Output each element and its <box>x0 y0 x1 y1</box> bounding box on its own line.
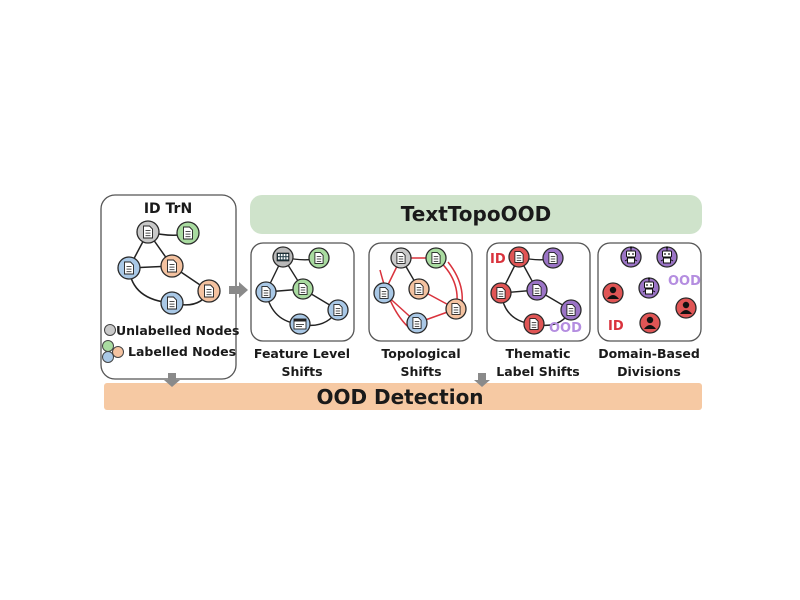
labels-layer: ID TrN Unlabelled Nodes Labelled Nodes Feat… <box>116 201 700 379</box>
id-node-3-doc-icon <box>124 261 134 275</box>
feature-node-2-doc-icon <box>314 252 324 264</box>
topo-node-5 <box>445 298 467 320</box>
topo-node-3-doc-icon <box>379 287 389 299</box>
domain-panel-label-line2: Divisions <box>617 364 681 379</box>
id-node-5 <box>197 279 221 303</box>
id-node-3 <box>117 256 141 280</box>
thematic-shift-graph: ID OOD <box>490 246 582 336</box>
feature-node-3 <box>255 281 277 303</box>
domain-ood-mark: OOD <box>668 274 701 289</box>
domain-node-robot-3 <box>638 277 660 299</box>
id-node-2 <box>176 221 200 245</box>
arrow-to-feature-panel <box>229 282 248 298</box>
id-node-2-doc-icon <box>183 226 193 240</box>
thematic-node-6-doc-icon <box>529 318 539 330</box>
legend-dot-blue <box>102 351 114 363</box>
thematic-node-5-doc-icon <box>566 304 576 316</box>
topo-node-1-doc-icon <box>396 252 406 264</box>
topo-node-6 <box>406 312 428 334</box>
feature-panel-label-line1: Feature Level <box>254 346 350 361</box>
topo-node-3 <box>373 282 395 304</box>
ood-detection-bar <box>104 383 702 410</box>
domain-node-person-3-person-icon <box>644 316 656 329</box>
domain-node-robot-2 <box>656 246 678 268</box>
legend-dot-orange <box>112 346 124 358</box>
legend-unlabelled-label: Unlabelled Nodes <box>116 323 239 338</box>
arrow-thematic-down <box>474 373 490 387</box>
domain-node-person-1-person-icon <box>607 286 619 299</box>
id-node-6 <box>160 291 184 315</box>
thematic-node-5 <box>560 299 582 321</box>
domain-node-robot-1-robot-icon <box>624 246 638 264</box>
topological-panel-label-line1: Topological <box>381 346 460 361</box>
id-node-5-doc-icon <box>204 284 214 298</box>
id-trn-graph <box>102 220 221 363</box>
legend-dot-green <box>102 340 114 352</box>
topo-node-2-doc-icon <box>431 252 441 264</box>
domain-division-graph: OOD ID <box>602 246 701 334</box>
thematic-node-1-doc-icon <box>514 251 524 263</box>
id-node-4-doc-icon <box>167 259 177 273</box>
thematic-node-4-doc-icon <box>532 284 542 296</box>
domain-node-person-2-person-icon <box>680 301 692 314</box>
topo-node-2 <box>425 247 447 269</box>
legend-unlabelled-dot <box>104 324 116 336</box>
feature-shift-graph <box>255 246 349 335</box>
thematic-node-3 <box>490 282 512 304</box>
thematic-node-4 <box>526 279 548 301</box>
thematic-ood-mark: OOD <box>549 321 582 336</box>
topo-node-1 <box>390 247 412 269</box>
domain-panel-label-line1: Domain-Based <box>598 346 700 361</box>
feature-panel-label-line2: Shifts <box>281 364 322 379</box>
thematic-node-2-doc-icon <box>548 252 558 264</box>
feature-node-5-doc-icon <box>333 304 343 316</box>
topological-shift-graph <box>373 247 467 334</box>
domain-node-robot-3-robot-icon <box>642 277 656 295</box>
id-node-1 <box>136 220 160 244</box>
thematic-node-3-doc-icon <box>496 287 506 299</box>
legend-labelled-label: Labelled Nodes <box>128 344 236 359</box>
domain-id-mark: ID <box>608 319 624 334</box>
thematic-node-1 <box>508 246 530 268</box>
feature-node-4 <box>292 278 314 300</box>
feature-node-6-screen-icon <box>293 318 307 330</box>
domain-node-person-3 <box>639 312 661 334</box>
feature-node-3-doc-icon <box>261 286 271 298</box>
topo-node-4-doc-icon <box>414 283 424 295</box>
title-label: TextTopoOOD <box>401 202 551 226</box>
thematic-node-2 <box>542 247 564 269</box>
feature-node-2 <box>308 247 330 269</box>
topological-panel-label-line2: Shifts <box>400 364 441 379</box>
domain-node-robot-2-robot-icon <box>660 246 674 264</box>
ood-detection-label: OOD Detection <box>316 385 483 409</box>
domain-node-person-2 <box>675 297 697 319</box>
arrow-id-panel-down <box>164 373 180 387</box>
topo-node-5-doc-icon <box>451 303 461 315</box>
thematic-panel-label-line1: Thematic <box>505 346 570 361</box>
id-node-4 <box>160 254 184 278</box>
feature-node-1 <box>272 246 294 268</box>
id-node-1-doc-icon <box>143 225 153 239</box>
feature-node-1-keyboard-icon <box>276 252 290 262</box>
topo-node-4 <box>408 278 430 300</box>
feature-node-4-doc-icon <box>298 283 308 295</box>
title-bar <box>250 195 702 234</box>
domain-node-person-1 <box>602 282 624 304</box>
content-layer: ID OOD OOD ID <box>102 220 701 387</box>
feature-node-5 <box>327 299 349 321</box>
id-node-6-doc-icon <box>167 296 177 310</box>
topo-node-6-doc-icon <box>412 317 422 329</box>
id-panel-title: ID TrN <box>144 201 192 217</box>
thematic-panel-label-line2: Label Shifts <box>496 364 580 379</box>
feature-node-6 <box>289 313 311 335</box>
thematic-node-6 <box>523 313 545 335</box>
bars-layer: OOD Detection TextTopoOOD <box>104 195 702 410</box>
domain-node-robot-1 <box>620 246 642 268</box>
thematic-id-mark: ID <box>490 252 506 267</box>
